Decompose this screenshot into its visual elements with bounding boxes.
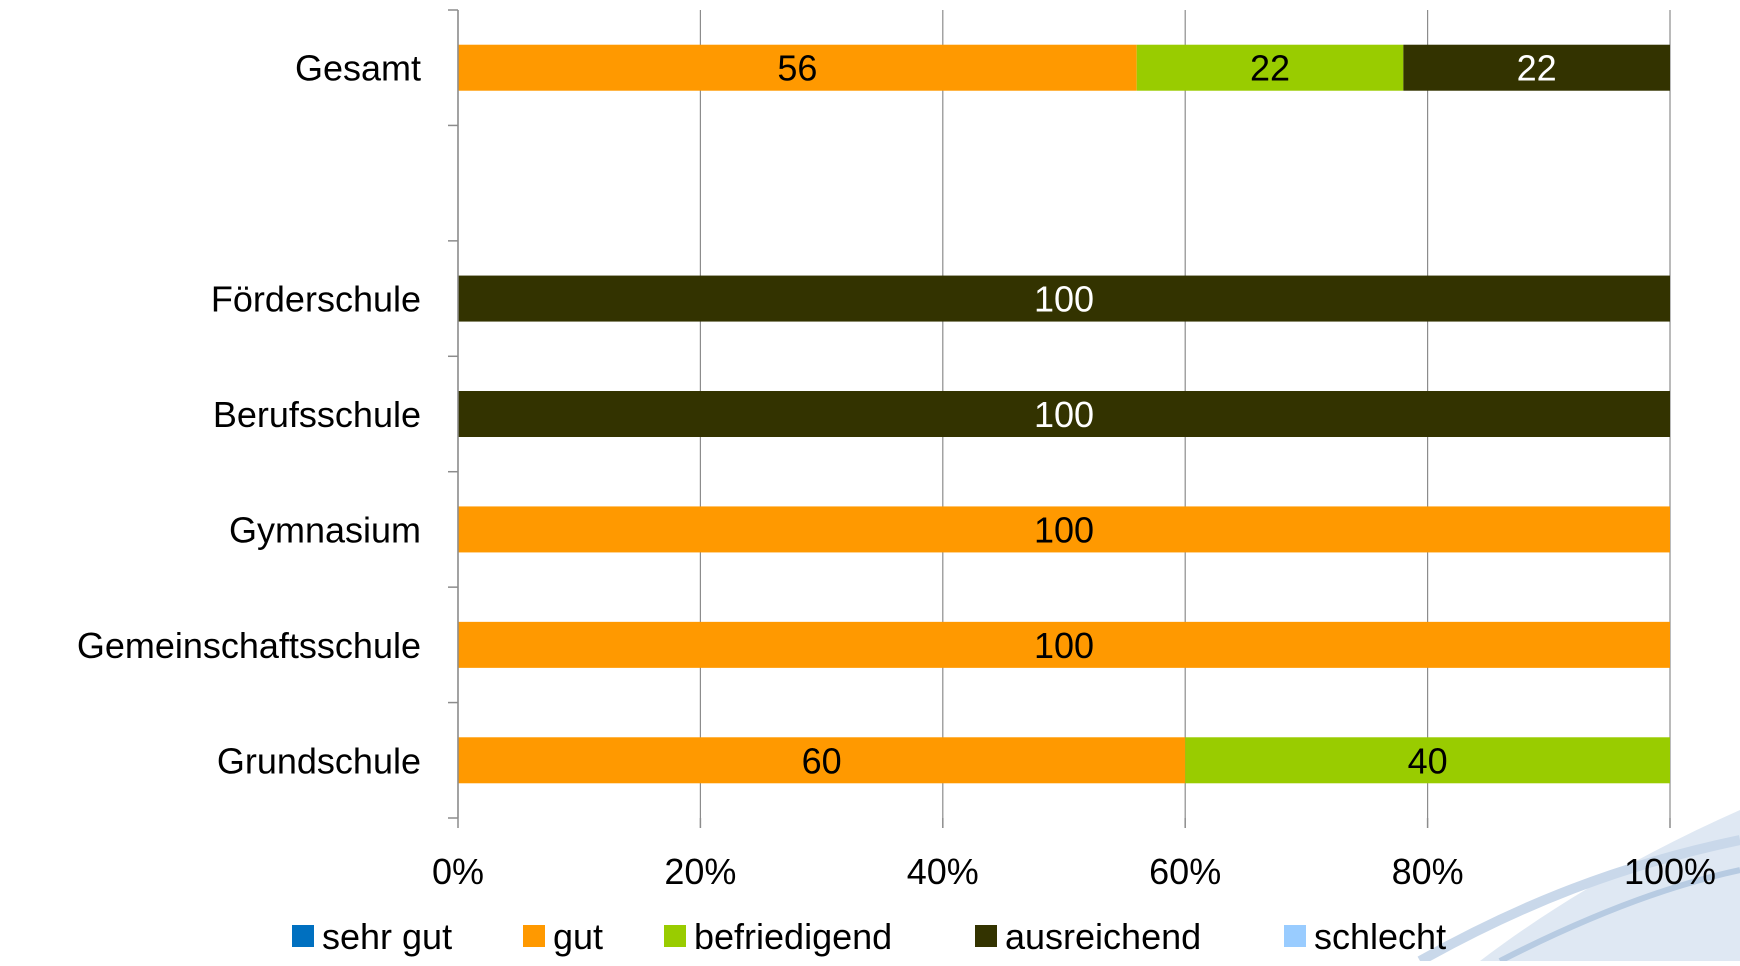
bar-gemeinschaftsschule-gut xyxy=(458,621,1670,668)
category-label-berufsschule: Berufsschule xyxy=(213,394,421,435)
x-tick-label: 20% xyxy=(664,851,736,892)
bars xyxy=(458,44,1670,784)
category-label-gesamt: Gesamt xyxy=(295,48,421,89)
bar-gesamt-gut xyxy=(458,44,1137,91)
data-label-foerderschule-ausreichend: 100 xyxy=(1034,279,1094,320)
data-label-gesamt-gut: 56 xyxy=(777,48,817,89)
data-label-grundschule-befriedigend: 40 xyxy=(1408,740,1448,781)
x-tick-label: 40% xyxy=(907,851,979,892)
data-label-gesamt-befriedigend: 22 xyxy=(1250,48,1290,89)
legend-swatch-befriedigend xyxy=(664,925,686,947)
background-swoosh-decoration xyxy=(1417,810,1740,966)
data-label-gesamt-ausreichend: 22 xyxy=(1517,48,1557,89)
legend-swatch-ausreichend xyxy=(975,925,997,947)
data-label-grundschule-gut: 60 xyxy=(802,740,842,781)
legend-label-befriedigend: befriedigend xyxy=(694,916,892,957)
x-tick-label: 100% xyxy=(1624,851,1716,892)
bar-berufsschule-ausreichend xyxy=(458,391,1670,437)
data-label-gymnasium-gut: 100 xyxy=(1034,509,1094,550)
category-label-foerderschule: Förderschule xyxy=(211,279,421,320)
bar-gymnasium-gut xyxy=(458,506,1670,553)
bar-gesamt-ausreichend xyxy=(1403,44,1670,91)
legend-label-gut: gut xyxy=(553,916,603,957)
bar-foerderschule-ausreichend xyxy=(458,275,1670,322)
category-label-gemeinschaftsschule: Gemeinschaftsschule xyxy=(77,625,421,666)
data-label-gemeinschaftsschule-gut: 100 xyxy=(1034,625,1094,666)
category-label-gymnasium: Gymnasium xyxy=(229,509,421,550)
x-tick-label: 60% xyxy=(1149,851,1221,892)
legend-label-schlecht: schlecht xyxy=(1314,916,1446,957)
legend-label-ausreichend: ausreichend xyxy=(1005,916,1201,957)
bar-grundschule-gut xyxy=(458,737,1186,784)
legend-label-sehr-gut: sehr gut xyxy=(322,916,452,957)
x-tick-label: 80% xyxy=(1392,851,1464,892)
legend: sehr gut gut befriedigend ausreichend schlec… xyxy=(292,916,1446,957)
data-labels: 56 22 22 100 100 100 100 60 40 xyxy=(777,48,1556,782)
legend-swatch-sehr-gut xyxy=(292,925,314,947)
x-tick-label: 0% xyxy=(432,851,484,892)
category-label-grundschule: Grundschule xyxy=(217,740,421,781)
bar-gesamt-befriedigend xyxy=(1136,44,1404,91)
axes: 0% 20% 40% 60% 80% 100% Gesamt Förderschule Beru… xyxy=(77,9,1716,892)
legend-swatch-gut xyxy=(523,925,545,947)
legend-swatch-schlecht xyxy=(1284,925,1306,947)
bar-grundschule-befriedigend xyxy=(1185,737,1670,784)
data-label-berufsschule-ausreichend: 100 xyxy=(1034,394,1094,435)
